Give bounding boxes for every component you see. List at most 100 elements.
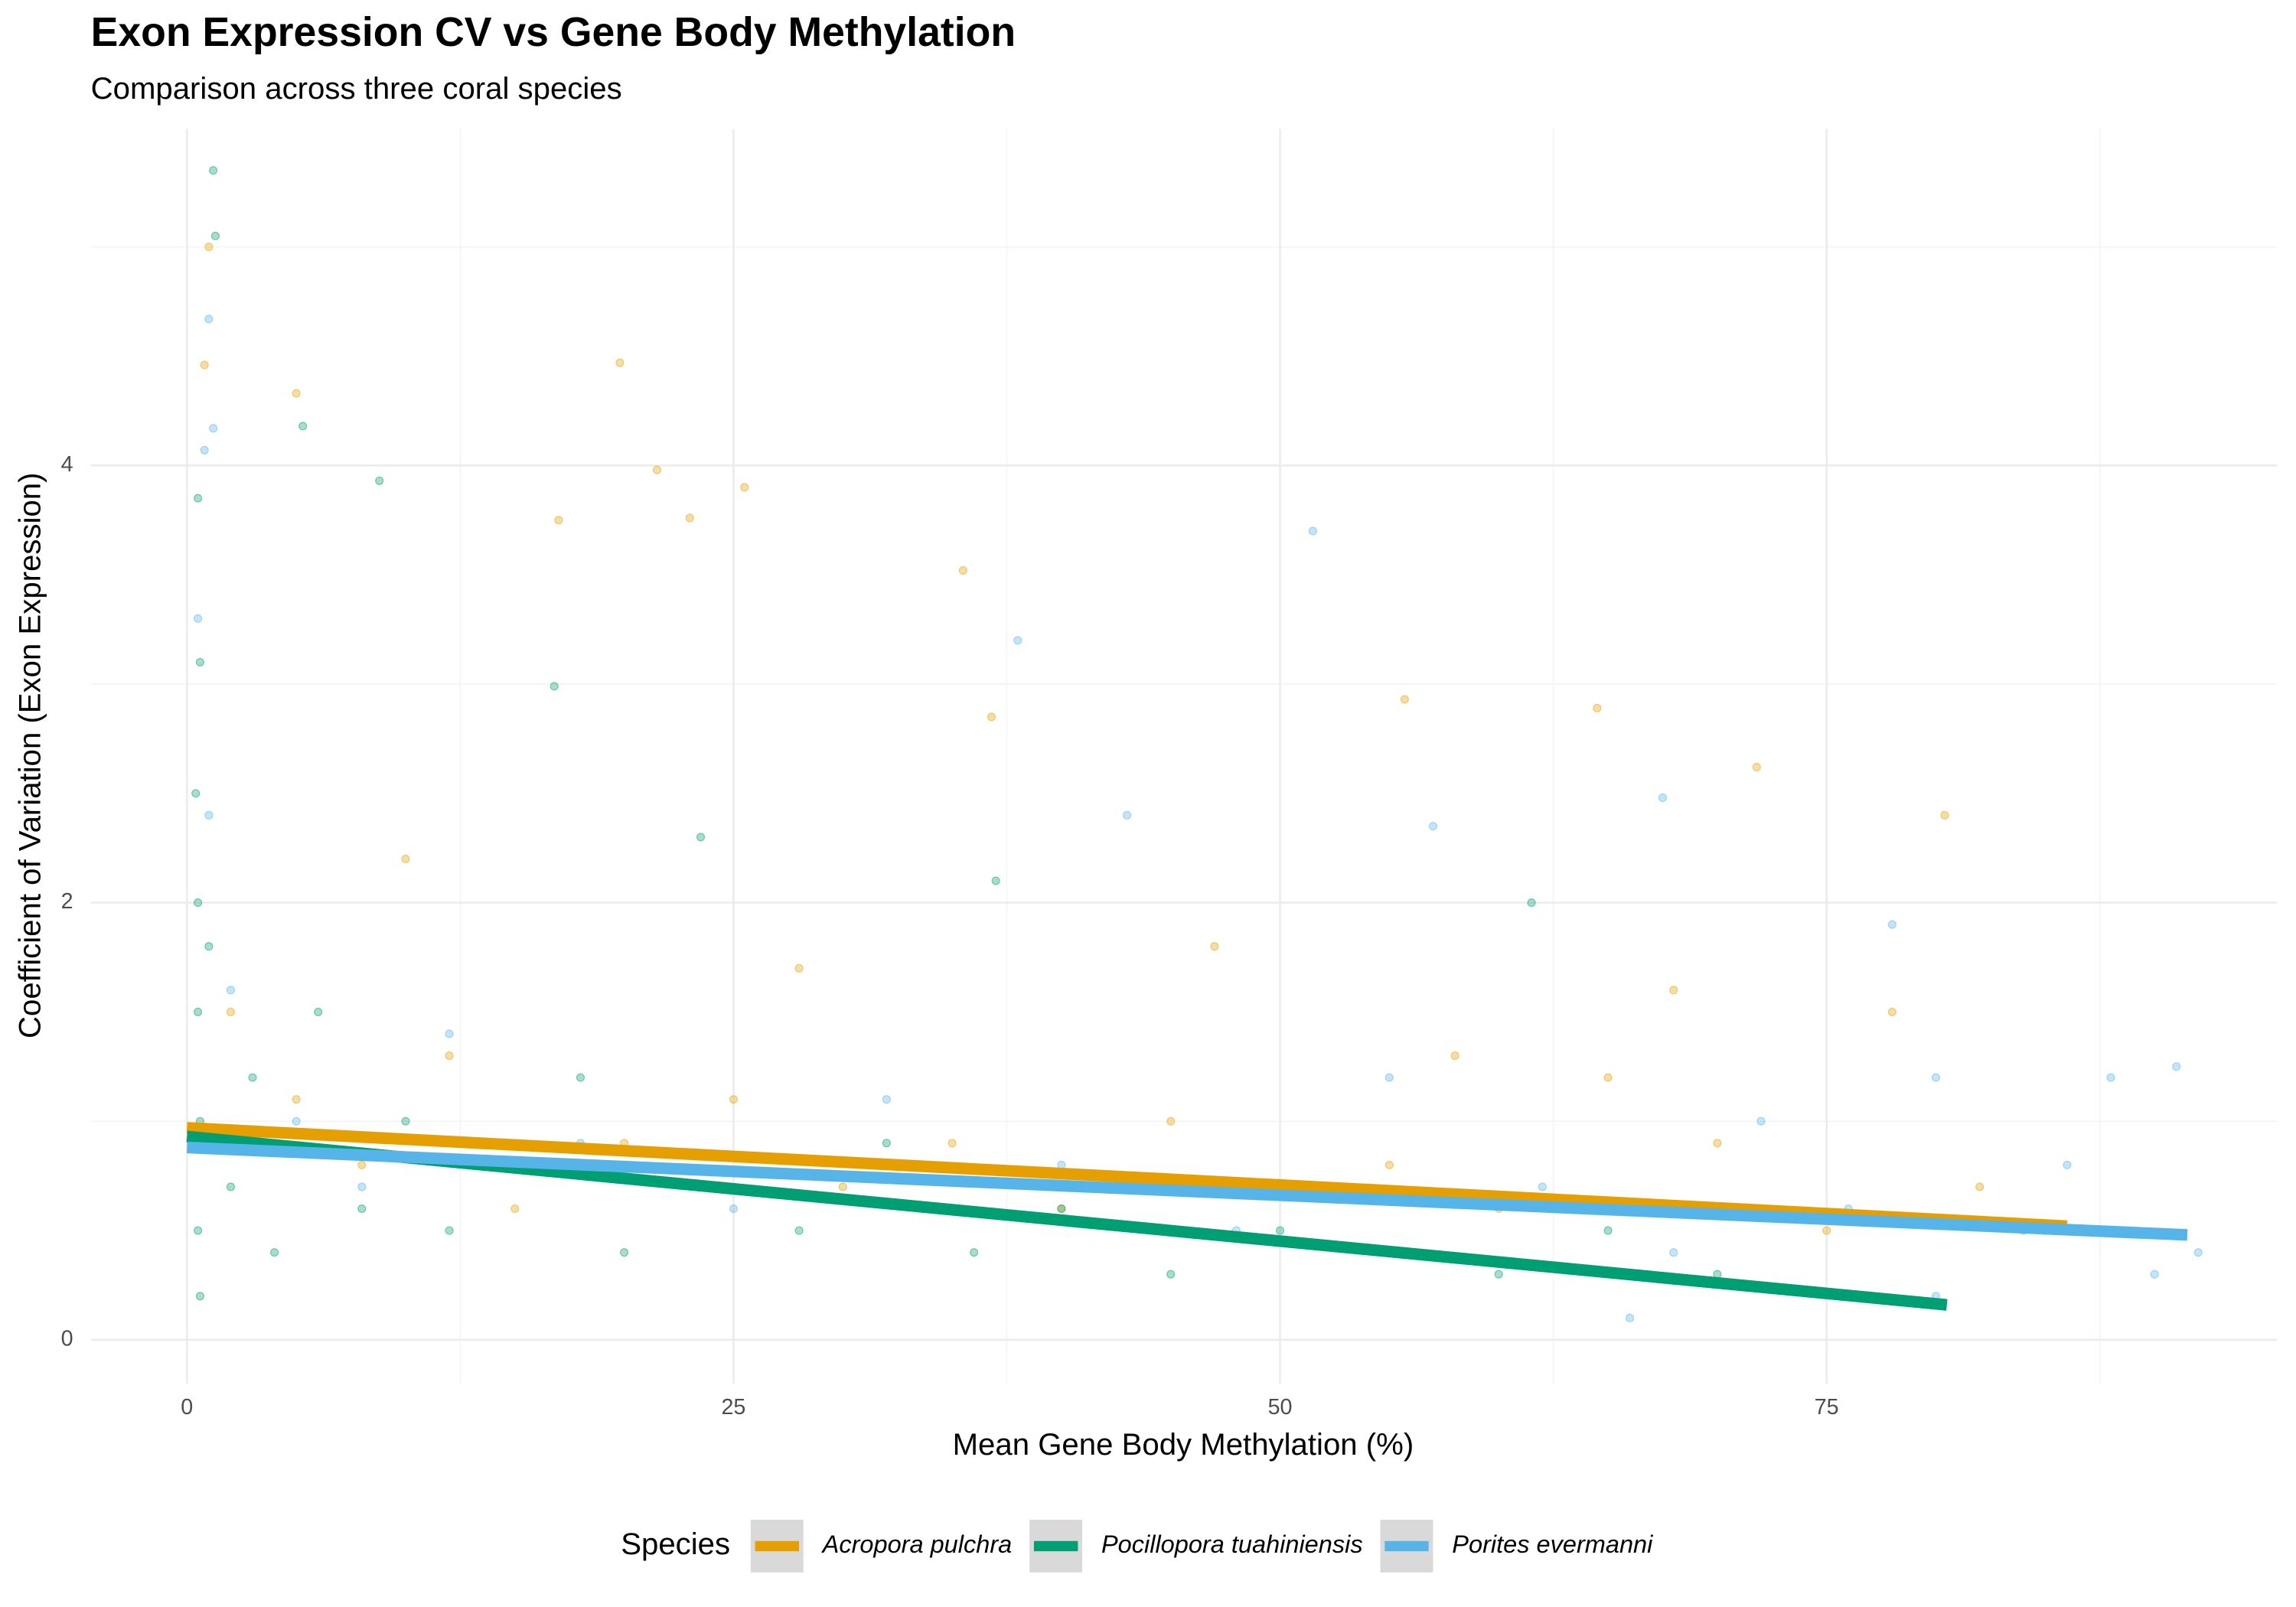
y-axis-label: Coefficient of Variation (Exon Expressio… <box>13 472 47 1038</box>
point <box>1975 1182 1985 1191</box>
point <box>882 1095 891 1104</box>
point <box>1603 1073 1613 1082</box>
point <box>2063 1160 2072 1169</box>
grid: 0 25 50 75 0 2 4 <box>61 129 2278 1420</box>
point <box>292 1095 301 1104</box>
point <box>685 513 694 523</box>
point <box>1887 920 1896 929</box>
point <box>270 1248 279 1257</box>
point <box>1658 793 1667 803</box>
chart-subtitle: Comparison across three coral species <box>91 71 622 106</box>
point <box>194 1007 203 1016</box>
point <box>194 1226 203 1235</box>
point <box>401 854 410 864</box>
point <box>991 876 1000 885</box>
point <box>357 1204 367 1214</box>
point <box>740 483 749 492</box>
point <box>1527 898 1536 908</box>
point <box>2193 1248 2203 1257</box>
point <box>194 494 203 503</box>
point <box>1123 810 1132 820</box>
point <box>1166 1116 1176 1126</box>
point <box>292 1116 301 1126</box>
point <box>210 231 220 240</box>
point <box>1384 1160 1394 1169</box>
point <box>970 1248 979 1257</box>
point <box>204 243 214 252</box>
point <box>1756 1116 1766 1126</box>
point <box>2150 1270 2159 1279</box>
point <box>838 1182 847 1191</box>
point <box>1603 1226 1613 1235</box>
point <box>226 1007 235 1016</box>
point <box>1669 986 1678 995</box>
y-tick-label: 0 <box>61 1326 73 1351</box>
trend-lines <box>186 1122 2188 1311</box>
point <box>882 1139 891 1148</box>
point <box>554 516 563 525</box>
point <box>1752 762 1761 772</box>
point <box>1057 1204 1066 1214</box>
point <box>195 1292 204 1301</box>
point <box>1400 695 1409 704</box>
point <box>200 445 209 455</box>
legend-label: Porites evermanni <box>1452 1530 1653 1558</box>
y-tick-label: 4 <box>61 452 73 477</box>
trend-line <box>186 1141 2188 1241</box>
point <box>696 833 706 842</box>
point <box>987 712 996 722</box>
point <box>209 166 218 175</box>
point <box>226 1182 235 1191</box>
point <box>794 963 804 973</box>
point <box>510 1204 520 1214</box>
legend-label: Pocillopora tuahiniensis <box>1101 1530 1363 1558</box>
point <box>194 898 203 908</box>
point <box>1887 1007 1896 1016</box>
point <box>314 1007 323 1016</box>
point <box>1276 1226 1285 1235</box>
point <box>204 942 214 951</box>
point <box>1450 1051 1459 1061</box>
point <box>947 1139 957 1148</box>
point <box>357 1160 367 1169</box>
point <box>1494 1270 1503 1279</box>
x-tick-label: 0 <box>181 1395 193 1420</box>
point <box>357 1182 367 1191</box>
point <box>194 614 203 623</box>
point <box>1013 636 1022 645</box>
point <box>1940 810 1949 820</box>
point <box>200 360 209 370</box>
point <box>1384 1073 1394 1082</box>
legend-label: Acropora pulchra <box>821 1530 1013 1558</box>
point <box>191 789 201 798</box>
point <box>209 424 218 433</box>
legend-title: Species <box>621 1527 730 1561</box>
point <box>298 422 308 431</box>
point <box>1428 822 1438 831</box>
point <box>576 1073 585 1082</box>
point <box>445 1051 454 1061</box>
point <box>1210 942 1219 951</box>
x-tick-label: 50 <box>1268 1395 1293 1420</box>
y-tick-label: 2 <box>61 889 73 914</box>
point <box>226 986 235 995</box>
point <box>204 810 214 820</box>
point <box>652 465 662 474</box>
point <box>1822 1226 1831 1235</box>
legend: Species Acropora pulchra Pocillopora tuah… <box>621 1519 1653 1573</box>
points <box>191 166 2203 1322</box>
point <box>1308 526 1317 536</box>
point <box>204 315 214 324</box>
point <box>1593 703 1602 712</box>
point <box>1669 1248 1678 1257</box>
point <box>2172 1062 2181 1071</box>
point <box>794 1226 804 1235</box>
point <box>1166 1270 1176 1279</box>
point <box>550 682 559 691</box>
chart-title: Exon Expression CV vs Gene Body Methylat… <box>91 10 1016 55</box>
point <box>729 1204 738 1214</box>
point <box>248 1073 257 1082</box>
point <box>445 1226 454 1235</box>
